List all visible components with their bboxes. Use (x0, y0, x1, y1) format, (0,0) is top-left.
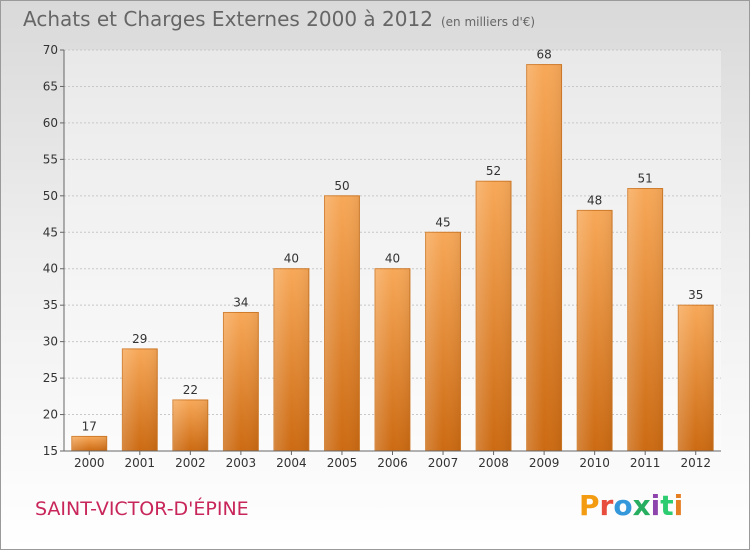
bar-shine-2009 (526, 64, 562, 451)
value-label-2005: 50 (334, 179, 349, 193)
y-tick-label: 15 (43, 444, 58, 458)
y-tick-label: 45 (43, 225, 58, 239)
x-tick-label-2009: 2009 (529, 456, 560, 470)
value-label-2012: 35 (688, 288, 703, 302)
x-tick-label-2002: 2002 (175, 456, 206, 470)
x-tick-label-2008: 2008 (478, 456, 509, 470)
x-tick-label-2006: 2006 (377, 456, 408, 470)
bar-shine-2003 (223, 312, 259, 451)
logo-letter: P (579, 489, 600, 522)
y-tick-label: 30 (43, 335, 58, 349)
y-tick-label: 60 (43, 116, 58, 130)
value-label-2009: 68 (536, 48, 551, 62)
value-label-2008: 52 (486, 164, 501, 178)
chart-title: Achats et Charges Externes 2000 à 2012 (e… (23, 7, 535, 31)
bar-shine-2011 (627, 188, 663, 451)
y-tick-label: 25 (43, 371, 58, 385)
bar-shine-2000 (71, 436, 107, 451)
value-label-2006: 40 (385, 252, 400, 266)
bar-shine-2001 (122, 348, 158, 451)
y-tick-label: 40 (43, 262, 58, 276)
logo-letter: r (599, 489, 614, 522)
y-tick-label: 20 (43, 408, 58, 422)
x-tick-label-2010: 2010 (579, 456, 610, 470)
y-tick-label: 50 (43, 189, 58, 203)
x-tick-label-2000: 2000 (74, 456, 105, 470)
y-tick-label: 55 (43, 152, 58, 166)
x-tick-label-2012: 2012 (680, 456, 711, 470)
labels: 15 20 25 30 35 40 45 50 55 60 65 70 17 2000 29 2001 22 20… (43, 43, 711, 470)
bar-shine-2002 (172, 399, 208, 451)
value-label-2004: 40 (284, 252, 299, 266)
bar-shine-2012 (678, 305, 714, 451)
bars (71, 64, 714, 452)
bar-shine-2008 (476, 181, 512, 451)
x-tick-label-2005: 2005 (327, 456, 358, 470)
proxiti-logo: Proxiti (579, 489, 683, 522)
y-tick-label: 70 (43, 43, 58, 57)
logo-letter: t (660, 489, 674, 522)
value-label-2011: 51 (638, 172, 653, 186)
x-tick-label-2007: 2007 (428, 456, 459, 470)
logo-letter: x (632, 489, 651, 522)
bar-shine-2010 (577, 210, 613, 451)
y-tick-label: 35 (43, 298, 58, 312)
value-label-2010: 48 (587, 193, 602, 207)
bar-shine-2006 (375, 268, 410, 451)
value-label-2007: 45 (435, 215, 450, 229)
logo-letter: o (613, 489, 633, 522)
logo-letter: i (673, 489, 684, 522)
value-label-2000: 17 (82, 419, 97, 433)
chart-title-text: Achats et Charges Externes 2000 à 2012 (23, 7, 433, 31)
value-label-2003: 34 (233, 295, 248, 309)
bar-shine-2004 (273, 268, 309, 451)
x-tick-label-2001: 2001 (125, 456, 156, 470)
bar-shine-2005 (324, 195, 360, 451)
y-tick-label: 65 (43, 79, 58, 93)
bar-shine-2007 (425, 232, 461, 451)
chart-subtitle: (en milliers d'€) (440, 15, 536, 29)
logo-letter: i (650, 489, 661, 522)
x-tick-label-2011: 2011 (630, 456, 661, 470)
x-tick-label-2004: 2004 (276, 456, 307, 470)
axes (60, 49, 721, 455)
commune-name: SAINT-VICTOR-D'ÉPINE (35, 498, 249, 520)
value-label-2002: 22 (183, 383, 198, 397)
value-label-2001: 29 (132, 332, 147, 346)
x-tick-label-2003: 2003 (226, 456, 257, 470)
